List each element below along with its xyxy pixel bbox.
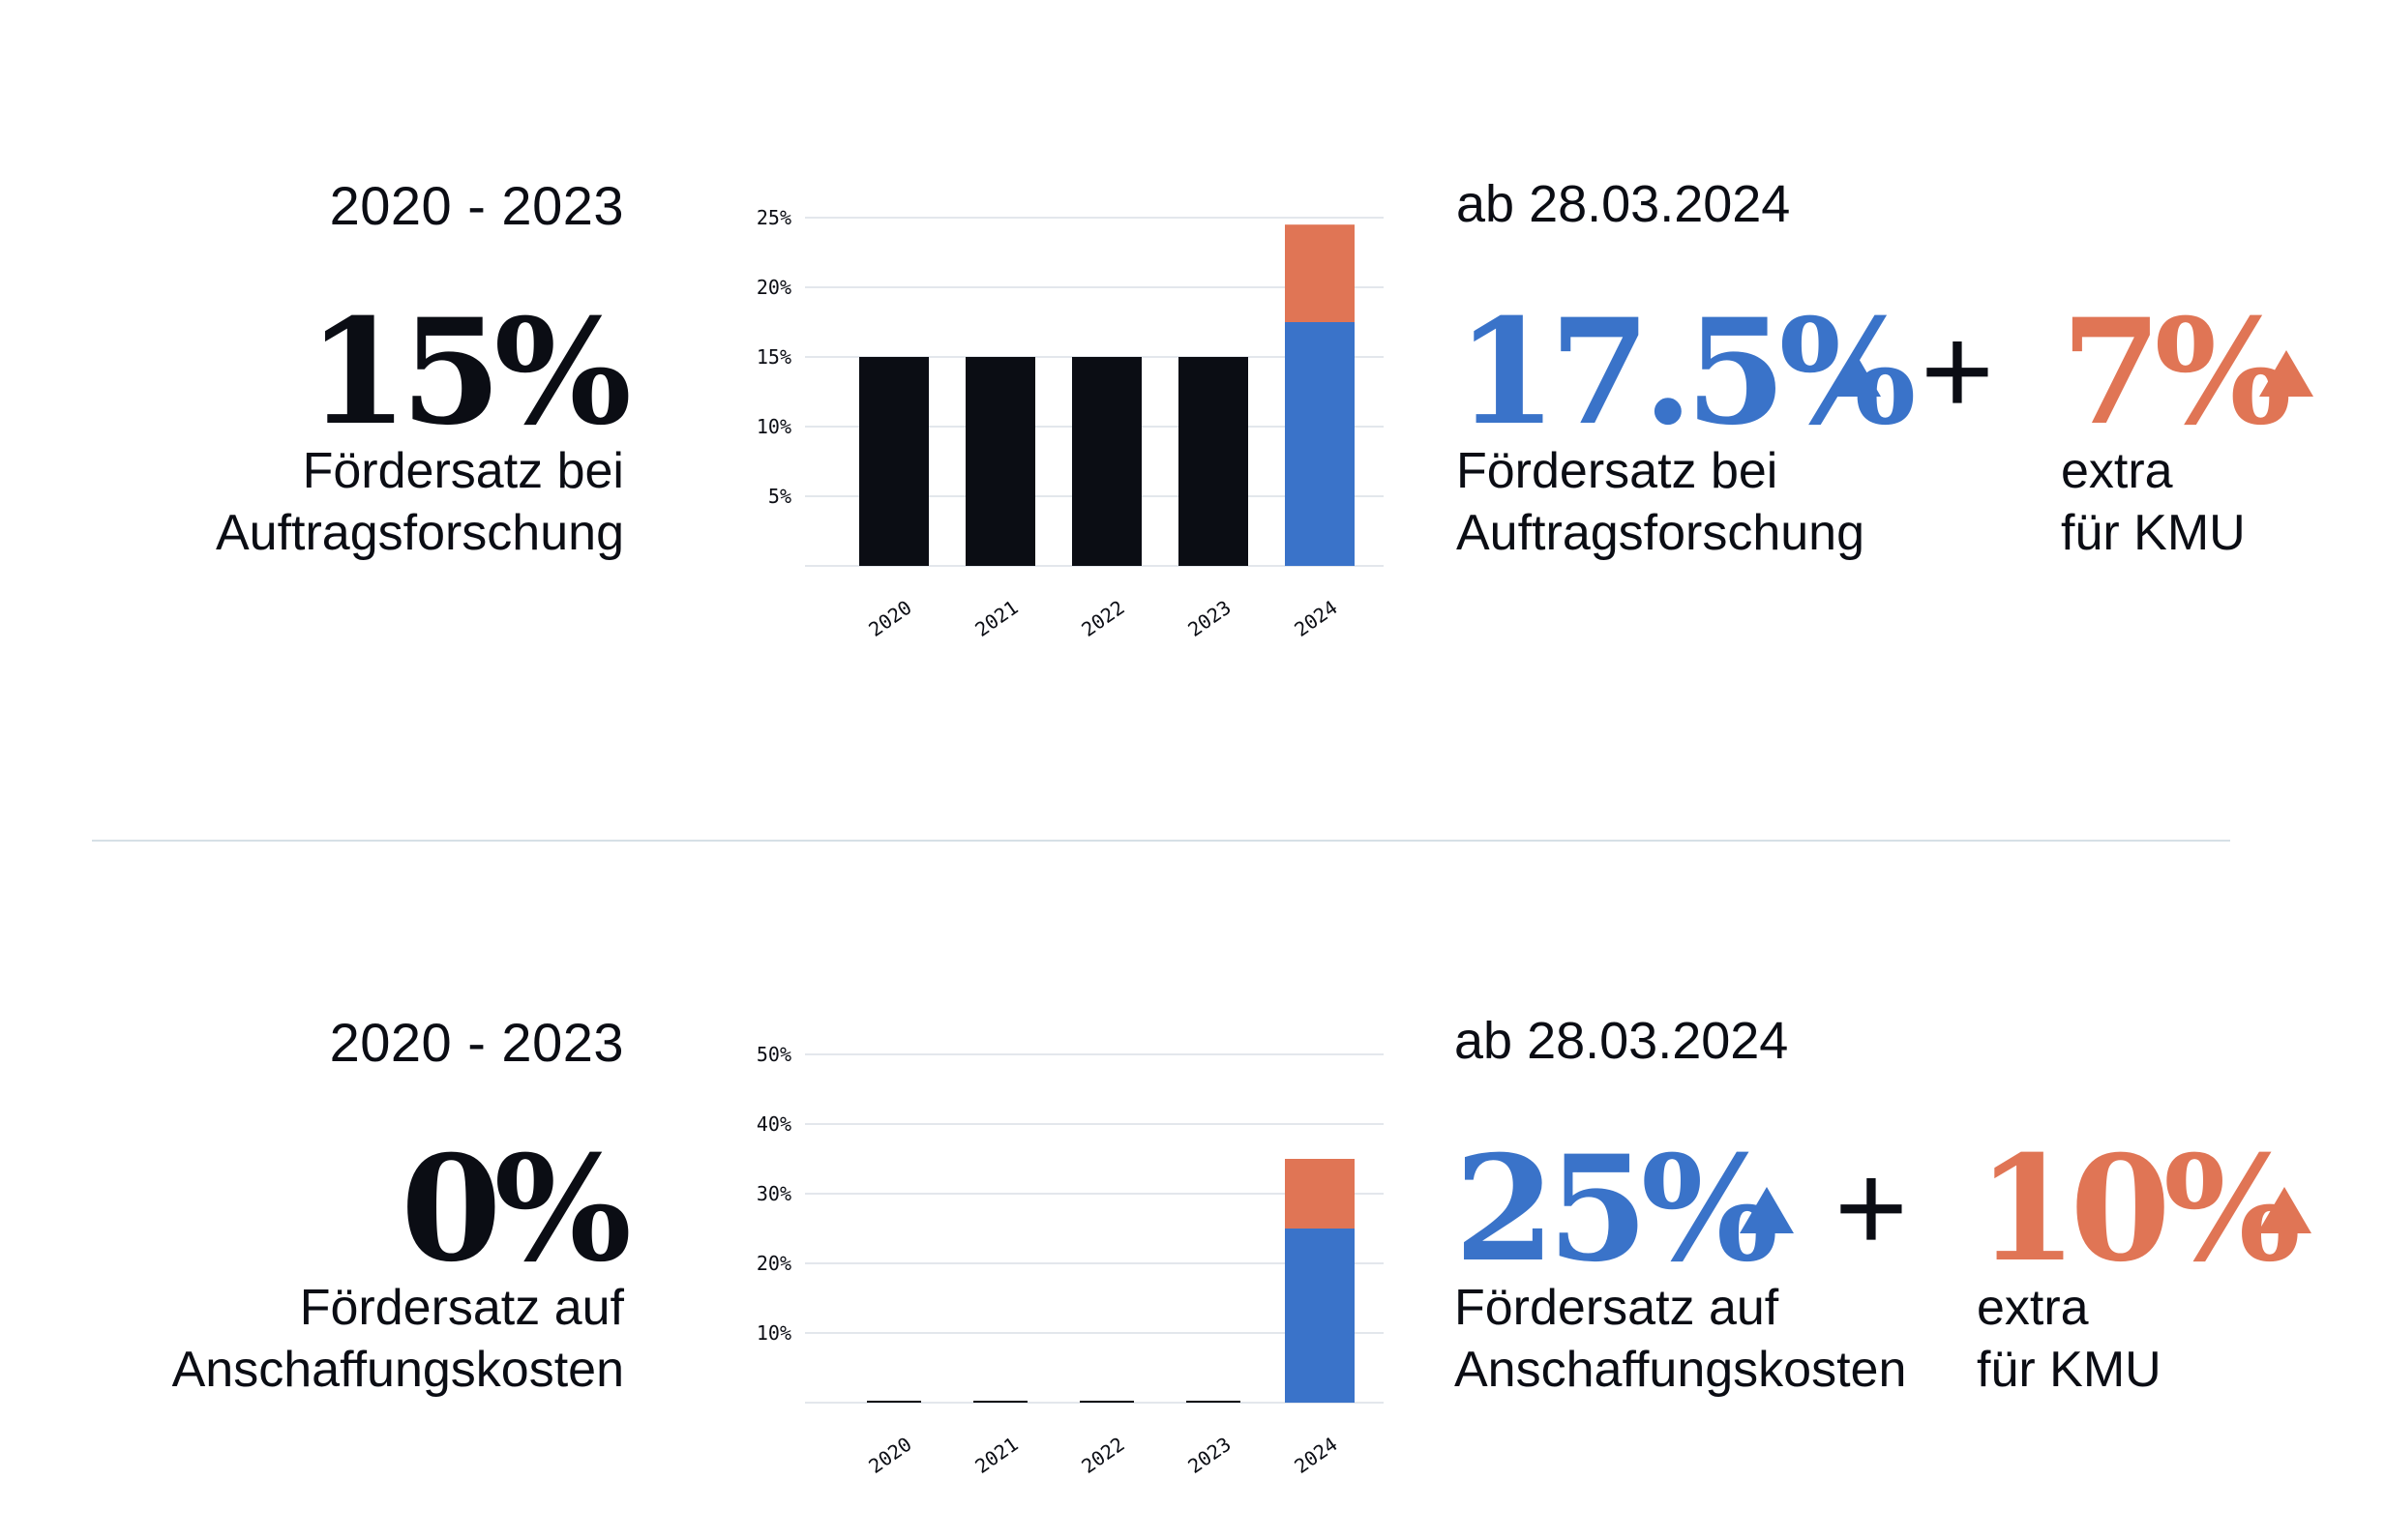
extra-rate-description: extra für KMU: [2061, 440, 2246, 564]
section-auftragsforschung: 2020 - 2023 15% Fördersatz bei Auftragsf…: [0, 0, 2385, 677]
x-tick-label: 2023: [1183, 596, 1235, 641]
extra-rate-description: extra für KMU: [1977, 1277, 2161, 1401]
old-rate-desc-line2: Auftragsforschung: [215, 505, 624, 561]
old-rate-desc-line1: Fördersatz auf: [299, 1280, 624, 1336]
y-tick-label: 20%: [757, 1252, 791, 1275]
y-tick-label: 25%: [757, 206, 791, 229]
increase-arrow-icon: [2259, 350, 2313, 397]
bar-2021-zero: [973, 1401, 1028, 1403]
section-divider: [92, 840, 2230, 842]
x-tick-label: 2024: [1290, 1433, 1341, 1478]
new-rate-desc-line1: Fördersatz auf: [1454, 1280, 1779, 1336]
new-rate-desc-line2: Anschaffungskosten: [1454, 1342, 1907, 1398]
bar-2024-segment-1: [1285, 1229, 1355, 1403]
old-rate-description: Fördersatz bei Auftragsforschung: [216, 440, 624, 564]
increase-arrow-icon: [2257, 1187, 2311, 1233]
date-label: ab 28.03.2024: [1456, 175, 1791, 233]
bar-2023-zero: [1186, 1401, 1240, 1403]
bar-chart-anschaffungskosten: 10% 20% 30% 40% 50% 2020 2021 2022 2023 2024: [757, 1043, 1384, 1478]
new-rate-desc-line1: Fördersatz bei: [1456, 443, 1778, 499]
bar-2021-segment-0: [966, 357, 1035, 566]
plus-sign: +: [1921, 300, 1994, 441]
old-rate-value: 0%: [401, 1124, 632, 1294]
x-tick-label: 2023: [1183, 1433, 1235, 1478]
bar-2022-zero: [1080, 1401, 1134, 1403]
y-tick-label: 30%: [757, 1182, 791, 1205]
date-label: ab 28.03.2024: [1454, 1012, 1789, 1070]
bar-2023-segment-0: [1178, 357, 1248, 566]
plus-sign: +: [1834, 1137, 1908, 1278]
extra-desc-line1: extra: [2061, 443, 2173, 499]
extra-desc-line1: extra: [1977, 1280, 2089, 1336]
x-tick-label: 2020: [864, 1433, 915, 1478]
section-anschaffungskosten: 2020 - 2023 0% Fördersatz auf Anschaffun…: [0, 842, 2385, 1519]
y-tick-label: 20%: [757, 276, 791, 299]
x-tick-label: 2022: [1077, 596, 1128, 641]
new-rate-value: 25%: [1454, 1124, 1778, 1294]
x-tick-label: 2024: [1290, 596, 1341, 641]
old-rate-value: 15%: [307, 287, 632, 458]
period-label: 2020 - 2023: [329, 175, 624, 236]
increase-arrow-icon: [1827, 350, 1881, 397]
x-tick-label: 2021: [970, 596, 1022, 641]
bar-2024-segment-2: [1285, 1159, 1355, 1229]
y-tick-label: 40%: [757, 1112, 791, 1136]
new-rate-description: Fördersatz bei Auftragsforschung: [1456, 440, 1864, 564]
y-tick-label: 5%: [768, 485, 791, 508]
extra-desc-line2: für KMU: [2061, 505, 2246, 561]
extra-rate-value: 10%: [1977, 1124, 2301, 1294]
x-tick-label: 2022: [1077, 1433, 1128, 1478]
bar-2024-segment-2: [1285, 224, 1355, 322]
bar-2020-zero: [867, 1401, 921, 1403]
old-rate-desc-line1: Fördersatz bei: [302, 443, 624, 499]
old-rate-description: Fördersatz auf Anschaffungskosten: [172, 1277, 624, 1401]
period-label: 2020 - 2023: [329, 1012, 624, 1073]
new-rate-desc-line2: Auftragsforschung: [1456, 505, 1865, 561]
x-tick-label: 2021: [970, 1433, 1022, 1478]
extra-desc-line2: für KMU: [1977, 1342, 2161, 1398]
y-tick-label: 50%: [757, 1043, 791, 1066]
bar-2020-segment-0: [859, 357, 929, 566]
extra-rate-value: 7%: [2061, 287, 2292, 458]
y-tick-label: 10%: [757, 415, 791, 438]
y-tick-label: 15%: [757, 345, 791, 369]
y-tick-label: 10%: [757, 1321, 791, 1345]
bar-2024-segment-1: [1285, 322, 1355, 566]
x-tick-label: 2020: [864, 596, 915, 641]
bar-chart-auftragsforschung: 5% 10% 15% 20% 25% 2020 2021 2022 2023 2024: [757, 206, 1384, 641]
bar-2022-segment-0: [1072, 357, 1142, 566]
old-rate-desc-line2: Anschaffungskosten: [171, 1342, 624, 1398]
increase-arrow-icon: [1740, 1187, 1794, 1233]
new-rate-description: Fördersatz auf Anschaffungskosten: [1454, 1277, 1906, 1401]
